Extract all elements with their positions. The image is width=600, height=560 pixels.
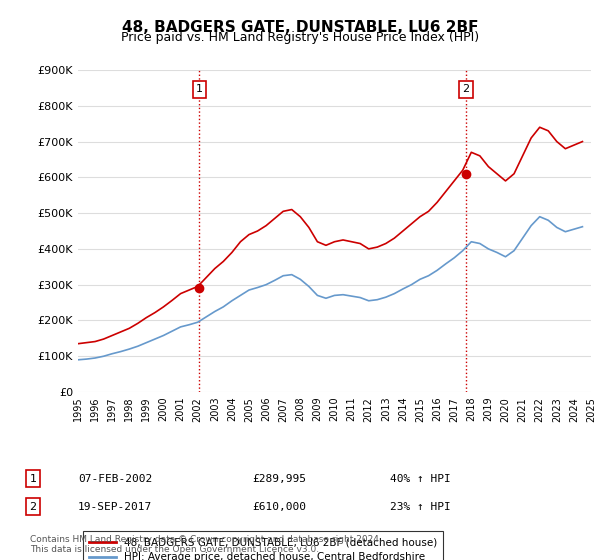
Text: 1: 1 bbox=[29, 474, 37, 484]
Text: 48, BADGERS GATE, DUNSTABLE, LU6 2BF: 48, BADGERS GATE, DUNSTABLE, LU6 2BF bbox=[122, 20, 478, 35]
Text: 2: 2 bbox=[29, 502, 37, 512]
Text: Price paid vs. HM Land Registry's House Price Index (HPI): Price paid vs. HM Land Registry's House … bbox=[121, 31, 479, 44]
Text: £610,000: £610,000 bbox=[252, 502, 306, 512]
Text: 19-SEP-2017: 19-SEP-2017 bbox=[78, 502, 152, 512]
Text: Contains HM Land Registry data © Crown copyright and database right 2024.
This d: Contains HM Land Registry data © Crown c… bbox=[30, 535, 382, 554]
Text: 2: 2 bbox=[463, 85, 470, 94]
Text: £289,995: £289,995 bbox=[252, 474, 306, 484]
Legend: 48, BADGERS GATE, DUNSTABLE, LU6 2BF (detached house), HPI: Average price, detac: 48, BADGERS GATE, DUNSTABLE, LU6 2BF (de… bbox=[83, 531, 443, 560]
Text: 40% ↑ HPI: 40% ↑ HPI bbox=[390, 474, 451, 484]
Text: 23% ↑ HPI: 23% ↑ HPI bbox=[390, 502, 451, 512]
Text: 07-FEB-2002: 07-FEB-2002 bbox=[78, 474, 152, 484]
Text: 1: 1 bbox=[196, 85, 203, 94]
